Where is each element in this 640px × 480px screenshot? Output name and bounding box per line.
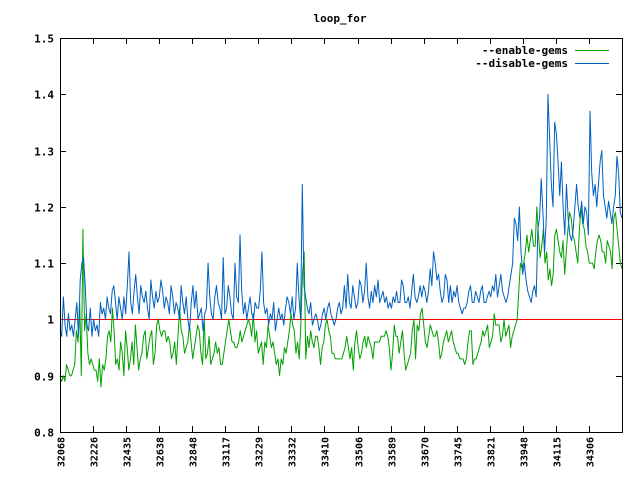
x-tick-label: 33332 <box>288 437 299 467</box>
y-tick-label: 0.9 <box>34 371 54 384</box>
x-tick-label: 33745 <box>454 437 465 467</box>
x-tick-label: 32226 <box>90 437 101 467</box>
chart-title: loop_for <box>314 12 367 25</box>
x-tick-label: 32638 <box>156 437 167 467</box>
y-tick-label: 1.4 <box>34 89 54 102</box>
legend-label: --enable-gems <box>482 44 568 57</box>
y-tick-label: 1 <box>47 314 54 327</box>
series-layer <box>59 93 623 388</box>
x-tick-label: 33229 <box>255 437 266 467</box>
x-tick-label: 33948 <box>520 437 531 467</box>
y-tick-label: 1.2 <box>34 202 54 215</box>
x-tick-label: 33117 <box>222 437 233 467</box>
x-tick-label: 32435 <box>123 437 134 467</box>
x-tick-label: 33506 <box>355 437 366 467</box>
x-tick-label: 34115 <box>553 437 564 467</box>
legend: --enable-gems--disable-gems <box>475 44 609 70</box>
legend-label: --disable-gems <box>475 57 568 70</box>
series-line-disable-gems <box>59 93 623 337</box>
series-line-enable-gems <box>59 206 623 388</box>
y-tick-label: 1.1 <box>34 258 54 271</box>
y-tick-label: 0.8 <box>34 427 54 440</box>
y-tick-label: 1.5 <box>34 33 54 46</box>
x-tick-label: 32068 <box>57 437 68 467</box>
x-tick-label: 33670 <box>421 437 432 467</box>
x-tick-label: 34306 <box>586 437 597 467</box>
plot-frame <box>60 38 623 433</box>
x-tick-label: 33821 <box>487 437 498 467</box>
y-tick-label: 1.3 <box>34 146 54 159</box>
y-axis: 0.8 0.9 1 1.1 1.2 1.3 1.4 1.5 <box>34 33 622 440</box>
x-tick-label: 33589 <box>388 437 399 467</box>
x-tick-label: 33410 <box>321 437 332 467</box>
x-axis: 32068 32226 32435 32638 32848 33117 33229 33332… <box>57 38 597 467</box>
x-tick-label: 32848 <box>189 437 200 467</box>
